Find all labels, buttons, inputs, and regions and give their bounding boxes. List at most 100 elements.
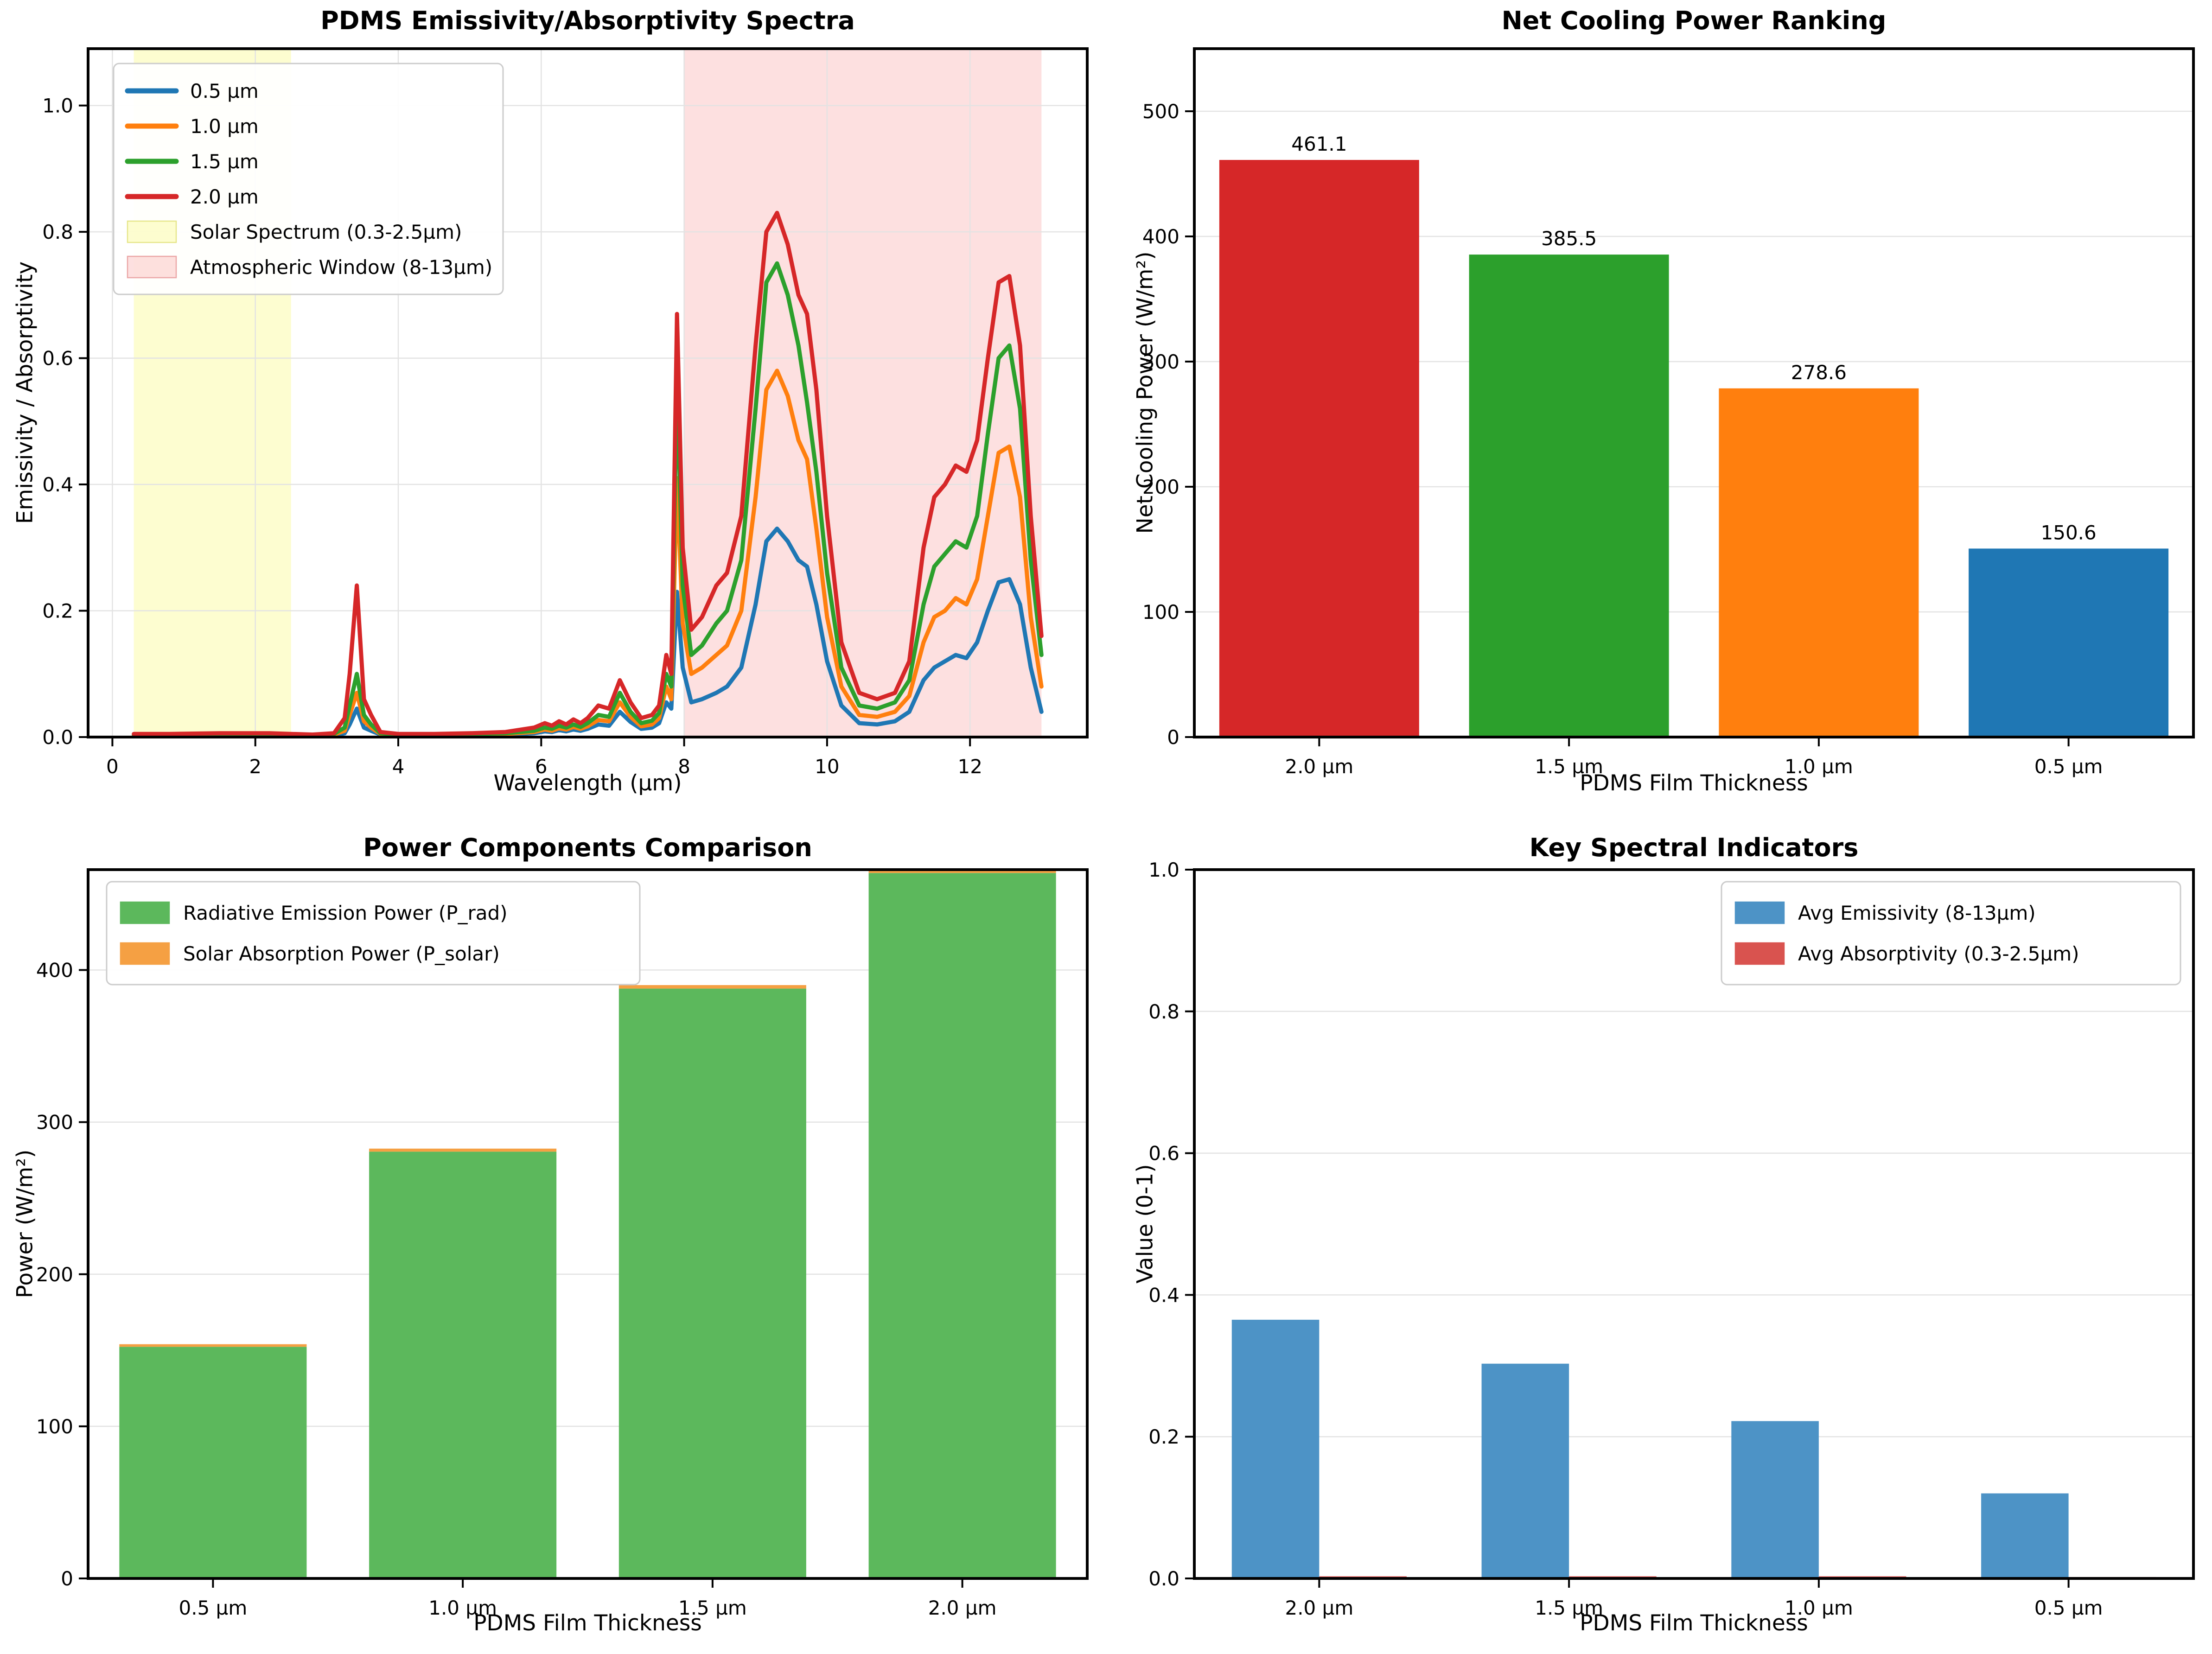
atmospheric-window-band [684,49,1042,737]
stacked-bar-base-1.5 μm [618,988,806,1578]
y-tick-label: 0.0 [42,726,73,749]
legend-box [106,881,641,986]
x-axis-label-spectra: Wavelength (μm) [493,770,682,796]
series-line-1.5 μm [132,261,1044,738]
x-axis-label-indicators: PDMS Film Thickness [1580,1610,1808,1636]
legend-patch-swatch [120,901,170,924]
legend: 0.5 μm 1.0 μm 1.5 μm 2.0 μm Solar Spectrum (… [113,63,504,295]
legend-item-label: 1.5 μm [190,150,259,173]
stacked-bar-base-1.0 μm [369,1151,557,1578]
stacked-bar-base-2.0 μm [868,873,1056,1578]
bar-1.0 μm [1719,388,1919,737]
stacked-bar-base-0.5 μm [119,1347,307,1578]
x-tick-label: 1.0 μm [428,1597,497,1619]
y-tick-label: 200 [1142,476,1179,498]
x-axis-label-power: PDMS Film Thickness [473,1610,702,1636]
y-tick-label: 0.4 [1148,1284,1179,1306]
legend: Avg Emissivity (8-13μm) Avg Absorptivity … [1721,881,2181,986]
x-tick-label: 1.0 μm [1785,755,1853,778]
stacked-bar-cap-1.0 μm [369,1148,557,1152]
y-tick-label: 200 [36,1263,73,1286]
y-tick-label: 300 [36,1111,73,1134]
bar-0.5 μm [1969,548,2169,737]
y-tick-label: 400 [1142,225,1179,248]
grouped-bar-a-1.5 μm [1481,1363,1569,1578]
panel-power-components: Power Components Comparison PDMS Film Th… [0,827,1106,1654]
power-plot: 0.5 μm 1.0 μm 1.5 μm 2.0 μm 0 100 200 300 400 Rad… [36,868,1089,1619]
y-tick-label: 0 [61,1567,73,1590]
y-tick-label: 0.2 [42,600,73,623]
legend-item-label: Avg Absorptivity (0.3-2.5μm) [1798,942,2079,965]
x-tick-label: 2.0 μm [1285,755,1353,778]
grouped-bar-a-2.0 μm [1231,1319,1320,1578]
x-tick-label: 1.0 μm [1785,1597,1853,1619]
x-tick-label: 0.5 μm [2034,755,2103,778]
legend-patch-swatch [1734,942,1785,965]
legend-item-label: 2.0 μm [190,185,259,208]
y-tick-label: 0 [1167,726,1179,749]
y-tick-label: 0.2 [1148,1425,1179,1448]
y-tick-label: 100 [1142,601,1179,623]
axes-spines [1193,868,2195,1580]
bar-1.5 μm [1469,254,1669,737]
y-tick-label: 0.6 [1148,1142,1179,1165]
x-tick-label: 1.5 μm [1535,755,1603,778]
y-tick-label: 400 [36,959,73,982]
y-tick-label: 1.0 [1148,859,1179,881]
x-tick-label: 2.0 μm [1285,1597,1353,1619]
legend-item-label: Radiative Emission Power (P_rad) [183,902,508,924]
legend-item-label: Atmospheric Window (8-13μm) [190,256,492,279]
y-tick-label: 500 [1142,100,1179,123]
stacked-bar-cap-0.5 μm [119,1344,307,1347]
x-tick-label: 0.5 μm [178,1597,247,1619]
series-line-1.0 μm [132,369,1044,738]
y-tick-label: 1.0 [42,95,73,117]
series-line-2.0 μm [132,210,1044,737]
ranking-plot: 461.1 385.5 278.6 150.6 2.0 μm 1.5 μm 1.0 μm 0.… [1142,47,2195,778]
bar-value-label: 278.6 [1791,361,1847,384]
chart-title-spectra: PDMS Emissivity/Absorptivity Spectra [320,6,855,35]
y-tick-label: 0.4 [42,473,73,496]
bar-value-label: 385.5 [1541,227,1597,250]
stacked-bar-cap-2.0 μm [868,870,1056,873]
axes-spines [1193,47,2195,738]
panel-spectra: PDMS Emissivity/Absorptivity Spectra Wav… [0,0,1106,827]
x-tick-label: 0 [106,755,119,778]
x-tick-label: 10 [815,755,839,778]
indicators-plot: 2.0 μm 1.5 μm 1.0 μm 0.5 μm 0.0 0.2 0.4 0.6 0.8 1… [1148,859,2195,1619]
chart-title-power: Power Components Comparison [363,833,812,862]
stacked-bar-cap-1.5 μm [618,985,806,989]
legend-item-label: Avg Emissivity (8-13μm) [1798,902,2036,924]
bar-value-label: 150.6 [2041,521,2097,544]
axes-spines [87,868,1089,1580]
y-tick-label: 0.6 [42,347,73,370]
legend-patch-swatch [127,220,177,243]
legend-item-label: Solar Spectrum (0.3-2.5μm) [190,221,462,243]
axes-spines [87,47,1089,738]
x-tick-label: 0.5 μm [2034,1597,2103,1619]
grouped-bar-a-0.5 μm [1981,1493,2069,1578]
x-axis-label-ranking: PDMS Film Thickness [1580,770,1808,796]
spectra-plot: 0 2 4 6 8 10 12 0.0 0.2 0.4 0.6 0.8 1.0 0.5 μm 1.0 μm 1… [42,47,1089,778]
panel-net-cooling-ranking: Net Cooling Power Ranking PDMS Film Thic… [1106,0,2212,827]
x-tick-label: 12 [957,755,982,778]
x-tick-label: 2 [249,755,261,778]
legend-patch-swatch [1734,901,1785,924]
legend-box [113,63,504,295]
series-line-0.5 μm [132,526,1044,738]
legend-box [1721,881,2181,986]
legend-item-label: Solar Absorption Power (P_solar) [183,942,500,965]
grouped-bar-a-1.0 μm [1731,1421,1819,1578]
y-tick-label: 0.0 [1148,1567,1179,1590]
legend: Radiative Emission Power (P_rad) Solar Ab… [106,881,641,986]
legend-patch-swatch [127,255,177,279]
x-tick-label: 6 [535,755,548,778]
y-tick-label: 100 [36,1415,73,1438]
y-tick-label: 0.8 [1148,1000,1179,1023]
x-tick-label: 1.5 μm [678,1597,747,1619]
y-tick-label: 300 [1142,350,1179,373]
bar-value-label: 461.1 [1291,133,1347,155]
chart-title-indicators: Key Spectral Indicators [1529,833,1859,862]
x-tick-label: 1.5 μm [1535,1597,1603,1619]
legend-item-label: 1.0 μm [190,115,259,138]
